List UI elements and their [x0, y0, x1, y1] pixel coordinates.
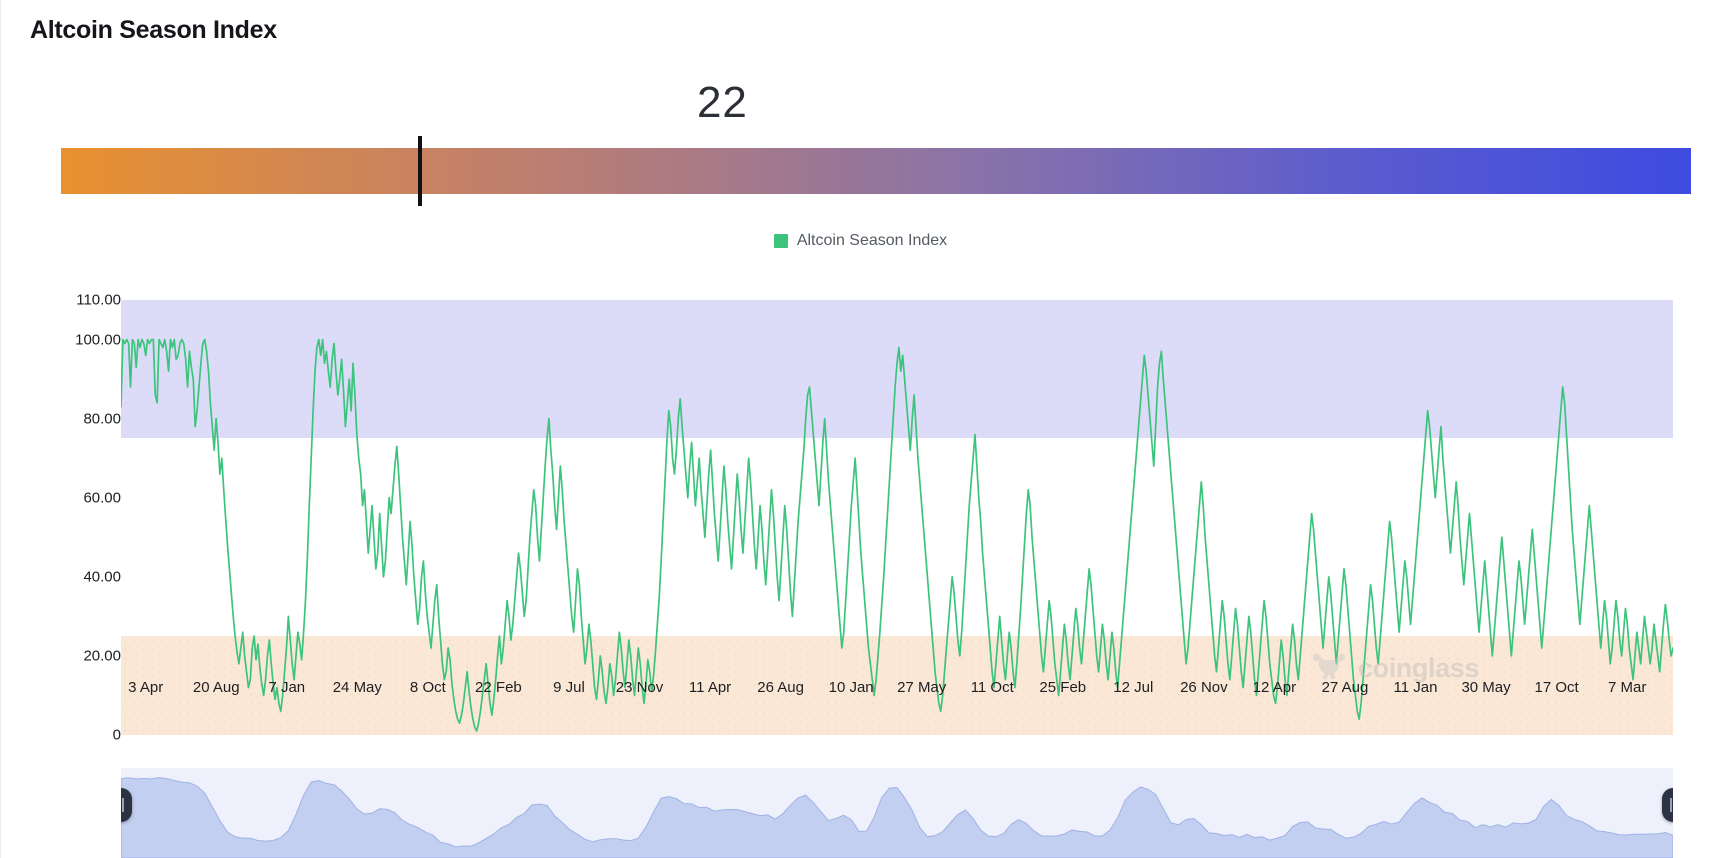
x-axis-tick: 8 Oct — [409, 679, 446, 696]
x-axis-tick: 11 Apr — [688, 679, 732, 696]
x-axis-tick: 17 Oct — [1534, 679, 1579, 696]
x-axis-tick: 9 Jul — [553, 679, 585, 696]
y-axis-tick: 40.00 — [83, 568, 121, 586]
navigator-handle-left[interactable] — [121, 788, 132, 822]
x-axis-tick: 10 Jan — [828, 679, 874, 696]
x-axis-tick: 30 May — [1461, 679, 1511, 696]
series-altcoin-season-index — [121, 338, 1673, 732]
y-axis-tick: 20.00 — [83, 647, 121, 665]
navigator-preview — [121, 777, 1673, 858]
bitcoin-season-label: Bitcoin Season — [73, 231, 187, 250]
y-axis-tick: 80.00 — [83, 410, 121, 428]
bitcoin-season-band — [121, 636, 1673, 735]
y-axis-tick: 0 — [112, 726, 121, 744]
x-axis-tick: 3 Apr — [128, 679, 164, 696]
chart-legend[interactable]: Altcoin Season Index — [1, 232, 1719, 250]
x-axis-tick: 27 Aug — [1321, 679, 1369, 696]
x-axis-tick: 26 Aug — [757, 679, 804, 696]
y-axis-tick: 60.00 — [83, 489, 121, 507]
x-axis-tick: 26 Nov — [1180, 679, 1228, 696]
x-axis-tick: 11 Oct — [970, 679, 1014, 696]
x-axis-tick: 12 Jul — [1113, 679, 1154, 696]
y-axis-tick: 100.00 — [75, 331, 121, 349]
y-axis-tick: 110.00 — [76, 291, 121, 309]
altcoin-season-band — [121, 300, 1673, 439]
x-axis-tick: 7 Jan — [268, 679, 306, 696]
gauge-marker — [417, 136, 422, 206]
x-axis-tick: 27 May — [897, 679, 947, 696]
x-axis-tick: 25 Feb — [1039, 679, 1087, 696]
gauge-gradient-bar[interactable]: Bitcoin Season Altcoin Season — [61, 148, 1691, 250]
x-axis-tick: 20 Aug — [192, 679, 240, 696]
navigator-handle-right[interactable] — [1662, 788, 1673, 822]
plot-area[interactable]: coinglass — [121, 300, 1673, 735]
gauge-value: 22 — [696, 78, 748, 127]
page-title: Altcoin Season Index — [30, 16, 277, 44]
x-axis-tick: 7 Mar — [1607, 679, 1647, 696]
x-axis-tick: 12 Apr — [1252, 679, 1297, 696]
altcoin-season-label: Altcoin Season — [1565, 231, 1679, 250]
x-axis-tick: 22 Feb — [475, 679, 522, 696]
legend-swatch-altcoin-season-index — [773, 234, 788, 248]
x-axis-tick: 24 May — [332, 679, 382, 696]
legend-label-altcoin-season-index: Altcoin Season Index — [796, 232, 948, 249]
x-axis-tick: 11 Jan — [1393, 679, 1438, 696]
season-gauge: 22 Bitcoin Season Altcoin Season — [61, 78, 1691, 250]
chart-area: coinglass 110.00 100.00 80.00 60.00 40.00 20.… — [1, 255, 1719, 745]
chart-navigator[interactable] — [121, 768, 1673, 858]
x-axis-tick: 23 Nov — [615, 679, 664, 696]
